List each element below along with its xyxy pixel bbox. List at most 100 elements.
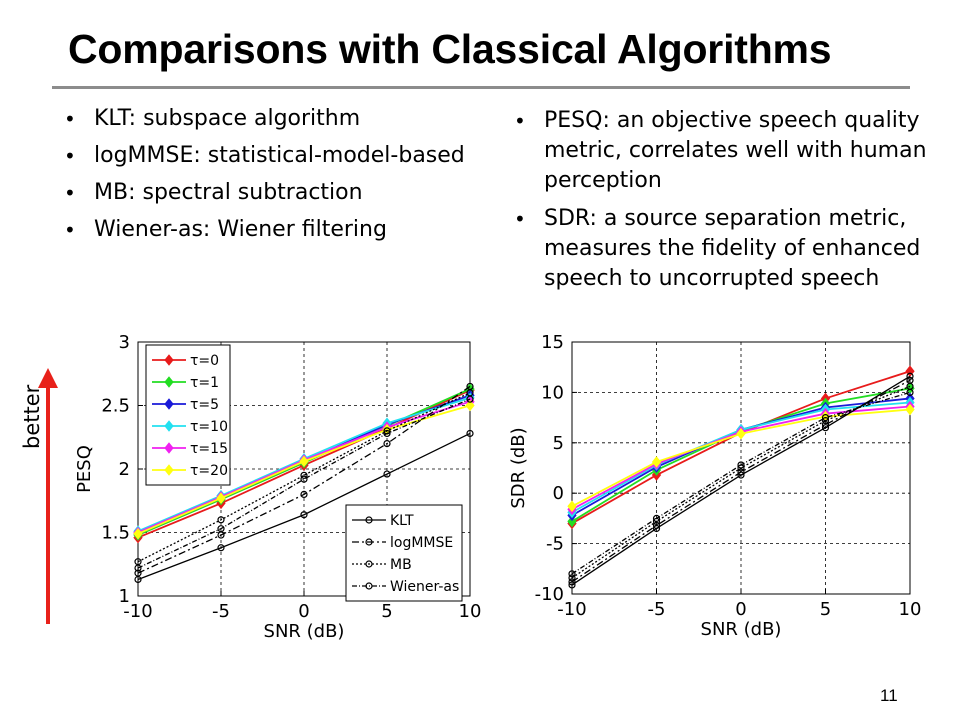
pesq-legend-methods-label: KLT [390, 513, 414, 529]
sdr-series-point [906, 372, 914, 380]
pesq-axes-frame: -10 -5 0 5 10 1 1.5 2 2.5 3 SNR (dB) PESQ τ=0 τ=1 τ=5 τ… [74, 332, 481, 642]
pesq-series-point [383, 440, 391, 448]
sdr-series-point [568, 581, 576, 589]
pesq-series-point [216, 492, 226, 505]
sdr-series-point [736, 427, 746, 440]
sdr-xtick-label: -10 [557, 599, 586, 620]
sdr-ytick-label: 15 [541, 332, 564, 353]
bullet-wiener: Wiener-as: Wiener filtering [56, 215, 486, 245]
pesq-series-point [133, 527, 143, 540]
sdr-series-point [651, 456, 662, 468]
pesq-legend-methods-label: logMMSE [390, 535, 453, 551]
sdr-series-point [821, 424, 830, 432]
pesq-legend-tau-label: τ=0 [190, 353, 219, 369]
pesq-series-point [382, 423, 392, 436]
pesq-xtick-label: 10 [459, 601, 482, 622]
pesq-legend-tau-marker [164, 464, 174, 476]
bullet-logmmse: logMMSE: statistical-model-based [56, 141, 486, 171]
pesq-series-point [299, 455, 309, 468]
sdr-series-point [905, 403, 915, 416]
pesq-series-line [137, 398, 471, 569]
sdr-series-point [737, 461, 745, 469]
sdr-ytick-label: 10 [541, 382, 564, 403]
pesq-ylabel: PESQ [74, 445, 95, 493]
pesq-series-point [300, 471, 308, 479]
slide-title: Comparisons with Classical Algorithms [68, 26, 832, 72]
pesq-series-point [134, 564, 142, 572]
pesq-xtick-label: -5 [212, 601, 230, 622]
sdr-series-point [567, 515, 577, 528]
pesq-series-line [137, 432, 471, 581]
pesq-ytick-label: 1 [119, 586, 130, 607]
title-divider [52, 86, 910, 89]
pesq-series-point [466, 429, 474, 438]
sdr-xtick-label: 5 [820, 599, 831, 620]
pesq-series-point [383, 470, 391, 478]
sdr-series-point [567, 500, 577, 513]
pesq-series-point [300, 490, 308, 498]
bullet-pesq: PESQ: an objective speech quality metric… [506, 106, 956, 196]
pesq-series-point [466, 395, 474, 403]
sdr-series-point [652, 514, 661, 523]
pesq-legend-tau-label: τ=1 [190, 375, 219, 391]
sdr-xlabel: SNR (dB) [701, 619, 782, 640]
sdr-xtick-label: 10 [899, 599, 922, 620]
sdr-xtick-label: 0 [735, 599, 746, 620]
algorithm-bullet-list: KLT: subspace algorithm logMMSE: statist… [56, 104, 486, 252]
pesq-series-line [137, 392, 471, 563]
sdr-xtick-label: -5 [648, 599, 666, 620]
sdr-series-point [568, 574, 576, 582]
pesq-legend-tau-label: τ=5 [190, 397, 219, 413]
pesq-legend-tau-marker [164, 398, 174, 410]
pesq-legend-methods-label: Wiener-as [390, 579, 459, 595]
pesq-legend-tau-marker [164, 420, 174, 432]
sdr-series-point [737, 468, 745, 476]
pesq-xtick-label: 0 [298, 601, 309, 622]
pesq-ytick-label: 3 [119, 332, 130, 353]
pesq-legend-tau-marker [164, 442, 174, 454]
pesq-legend-tau-marker [164, 354, 174, 366]
pesq-series-point [217, 525, 225, 533]
pesq-ytick-label: 2 [119, 459, 130, 480]
sdr-series-point [652, 521, 661, 530]
pesq-series-point [383, 429, 391, 438]
sdr-series-point [568, 578, 576, 586]
pesq-legend-tau-label: τ=10 [190, 419, 228, 435]
sdr-series-point [906, 388, 914, 396]
sdr-ytick-label: 5 [553, 433, 564, 454]
pesq-series-point [465, 399, 475, 412]
sdr-axes-frame: -10 -5 0 5 10 -10 -5 0 5 10 15 SNR (dB) SDR (dB) [508, 332, 921, 640]
pesq-series-line [137, 385, 471, 574]
better-arrow-icon [38, 368, 58, 624]
sdr-series-point [821, 414, 830, 422]
sdr-ytick-label: -10 [535, 584, 564, 605]
page-number: 11 [880, 686, 898, 705]
sdr-ytick-label: -5 [546, 534, 564, 555]
pesq-ytick-label: 2.5 [101, 396, 130, 417]
pesq-xtick-label: -10 [123, 601, 152, 622]
pesq-legend-methods-box [345, 504, 463, 602]
pesq-legend-tau-marker [164, 376, 174, 388]
pesq-series-point [134, 569, 142, 577]
metric-bullet-list: PESQ: an objective speech quality metric… [506, 106, 956, 302]
pesq-legend-tau-label: τ=15 [190, 441, 228, 457]
pesq-series-point [217, 544, 225, 552]
pesq-ytick-label: 1.5 [101, 523, 130, 544]
sdr-ytick-label: 0 [553, 483, 564, 504]
bullet-klt: KLT: subspace algorithm [56, 104, 486, 134]
pesq-legend-methods-marker [365, 538, 373, 546]
sdr-series-point [568, 570, 576, 578]
pesq-legend-methods-label: MB [390, 557, 412, 573]
sdr-series-line [571, 391, 911, 575]
pesq-series-point [300, 475, 308, 483]
sdr-series-point [821, 421, 830, 429]
pesq-legend-methods-marker [365, 582, 373, 590]
pesq-xlabel: SNR (dB) [264, 621, 345, 642]
pesq-series-point [217, 516, 225, 524]
bullet-mb: MB: spectral subtraction [56, 178, 486, 208]
sdr-ylabel: SDR (dB) [508, 427, 529, 508]
pesq-xtick-label: 5 [381, 601, 392, 622]
pesq-series-point [300, 511, 308, 519]
